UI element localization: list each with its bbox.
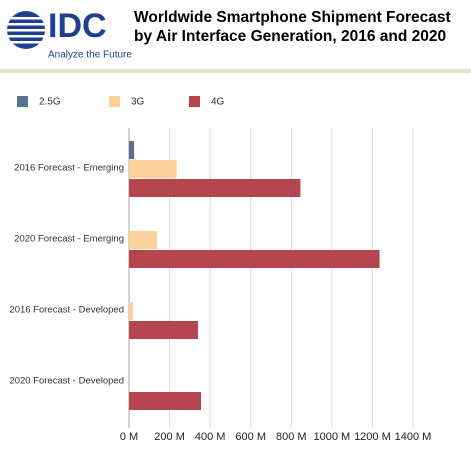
bar xyxy=(129,302,134,320)
bar xyxy=(129,179,301,197)
y-tick-label: 2020 Forecast - Emerging xyxy=(14,234,124,245)
legend-label: 2.5G xyxy=(39,97,61,108)
bar xyxy=(129,160,177,178)
header-rule xyxy=(0,69,471,73)
x-tick-label: 200 M xyxy=(154,431,185,443)
bar xyxy=(129,141,135,159)
x-tick-label: 1000 M xyxy=(314,431,351,443)
x-tick-label: 1400 M xyxy=(395,431,432,443)
y-tick-label: 2016 Forecast - Developed xyxy=(9,305,124,316)
y-tick-label: 2020 Forecast - Developed xyxy=(9,376,124,387)
x-tick-label: 0 M xyxy=(120,431,138,443)
legend-swatch xyxy=(189,96,200,107)
logo-name: IDC xyxy=(48,7,107,45)
logo-tagline: Analyze the Future xyxy=(48,50,132,61)
legend-swatch xyxy=(17,96,28,107)
legend-label: 4G xyxy=(211,97,225,108)
logo-icon xyxy=(6,11,46,49)
y-tick-label: 2016 Forecast - Emerging xyxy=(14,163,124,174)
bar xyxy=(129,321,198,339)
legend-label: 3G xyxy=(131,97,145,108)
x-tick-label: 600 M xyxy=(235,431,266,443)
chart-title: Worldwide Smartphone Shipment Forecast b… xyxy=(134,9,451,45)
x-tick-label: 1200 M xyxy=(354,431,391,443)
x-tick-label: 800 M xyxy=(276,431,307,443)
bar xyxy=(129,250,380,268)
legend-swatch xyxy=(109,96,120,107)
x-tick-label: 400 M xyxy=(195,431,226,443)
bar xyxy=(129,231,157,249)
bar xyxy=(129,392,202,410)
